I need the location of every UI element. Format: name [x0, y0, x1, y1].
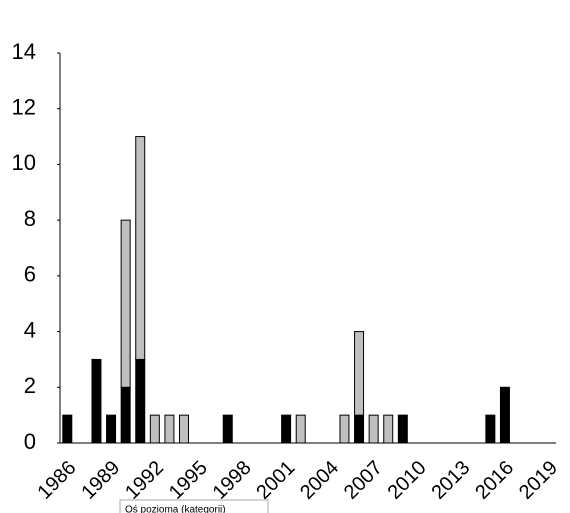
bar-segment: [339, 414, 350, 444]
x-tick-label: 2004: [296, 457, 343, 504]
bar-segment: [106, 414, 117, 444]
x-tick-label: 1989: [77, 457, 124, 504]
bar-segment: [179, 414, 189, 444]
x-tick-label: 2013: [427, 457, 474, 504]
bar-segment: [91, 358, 102, 444]
x-tick-label: 1986: [34, 457, 81, 504]
x-tick-label: 2019: [515, 457, 562, 504]
y-tick-label: 14: [12, 39, 36, 64]
x-tick-label: 2001: [252, 457, 299, 504]
bar-segment: [485, 414, 496, 444]
y-tick-label: 8: [24, 206, 36, 231]
bar-segment: [383, 414, 394, 444]
y-tick-label: 0: [24, 429, 36, 454]
bar-segment: [222, 414, 233, 444]
y-tick-label: 2: [24, 373, 36, 398]
x-tick-label: 1998: [209, 457, 256, 504]
y-tick-label: 4: [24, 317, 36, 342]
bar-segment: [149, 414, 160, 444]
x-tick-label: 1995: [165, 457, 212, 504]
x-tick-label: 1992: [121, 457, 168, 504]
tooltip-text: Oś pozioma (kategorii): [125, 505, 226, 513]
y-tick-label: 10: [12, 150, 36, 175]
bar-segment: [368, 414, 379, 444]
bar-segment: [135, 136, 146, 360]
bar-segment: [295, 414, 306, 444]
x-tick-label: 2007: [340, 457, 387, 504]
tooltip-box: [119, 499, 269, 513]
bar-segment: [164, 414, 175, 444]
bar-segment: [354, 331, 365, 416]
x-tick-label: 2010: [384, 457, 431, 504]
y-tick-label: 12: [12, 95, 36, 120]
bar-segment: [135, 358, 146, 444]
bar-segment: [354, 414, 365, 444]
bar-segment: [397, 414, 408, 444]
bar-segment: [281, 414, 292, 444]
bar-segment: [499, 386, 510, 444]
bar-segment: [120, 219, 131, 388]
x-tick-label: 2016: [471, 457, 518, 504]
y-tick-label: 6: [24, 262, 36, 287]
bar-segment: [62, 414, 73, 444]
bar-segment: [120, 386, 131, 444]
